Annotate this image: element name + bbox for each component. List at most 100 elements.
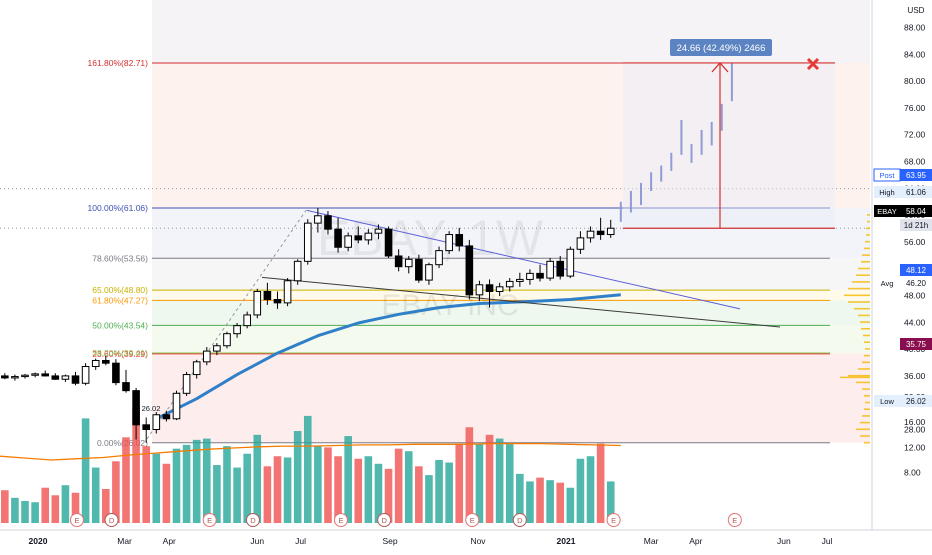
candle[interactable] (526, 272, 534, 280)
candle[interactable] (384, 228, 393, 257)
candle[interactable] (314, 215, 322, 224)
candle[interactable] (122, 382, 130, 392)
candle[interactable] (546, 260, 554, 279)
candle[interactable] (576, 237, 585, 250)
candle[interactable] (243, 314, 251, 327)
event-marker[interactable]: E (606, 513, 621, 527)
volume-bar (273, 456, 282, 523)
fib-label: 100.00%(61.06) (88, 203, 149, 213)
candle[interactable] (505, 280, 514, 288)
candle[interactable] (51, 375, 60, 380)
close-x-icon[interactable] (806, 57, 820, 71)
candle[interactable] (606, 227, 615, 236)
event-marker[interactable]: D (104, 513, 119, 527)
candle[interactable] (415, 258, 423, 281)
volume-profile (840, 214, 870, 444)
price-tag-bg (874, 277, 900, 289)
event-marker[interactable]: D (512, 513, 527, 527)
candle[interactable] (324, 215, 332, 230)
volume-bar (21, 500, 29, 523)
candle[interactable] (223, 333, 231, 347)
candle[interactable] (566, 248, 575, 277)
event-marker-circle (202, 513, 217, 527)
event-marker[interactable]: E (202, 513, 217, 527)
candle[interactable] (91, 359, 100, 368)
candle[interactable] (192, 361, 201, 376)
candle[interactable] (536, 272, 544, 279)
price-axis[interactable]: USD88.0084.0080.0076.0072.0068.0064.0060… (871, 0, 932, 530)
candle[interactable] (263, 290, 272, 301)
candle[interactable] (142, 424, 150, 431)
candle[interactable] (485, 284, 494, 292)
candle[interactable] (202, 350, 211, 363)
price-value: 26.02 (906, 397, 927, 406)
event-marker[interactable]: D (245, 513, 260, 527)
candle[interactable] (182, 374, 191, 394)
moving-average-line[interactable] (155, 293, 621, 421)
candle[interactable] (41, 373, 50, 377)
candle[interactable] (495, 286, 504, 292)
candle[interactable] (475, 284, 484, 296)
fib-anchor-line[interactable] (146, 208, 308, 440)
event-marker[interactable]: E (69, 513, 84, 527)
candle[interactable] (334, 228, 342, 248)
candle[interactable] (1, 375, 9, 379)
candle[interactable] (394, 255, 403, 268)
candle[interactable] (213, 345, 221, 352)
candle[interactable] (404, 258, 413, 268)
volume-bar (516, 473, 524, 523)
candle[interactable] (61, 375, 70, 380)
candle[interactable] (11, 376, 19, 379)
fib-retracement[interactable]: 0.00%(26.02)23.60%(39.29)38.20%(39.41)50… (88, 58, 831, 448)
candle[interactable] (435, 250, 443, 266)
upper-trendline[interactable] (306, 209, 741, 310)
candle[interactable] (21, 374, 29, 378)
event-marker[interactable]: E (465, 513, 480, 527)
volume-bar (606, 481, 615, 523)
volume-bar (142, 446, 150, 523)
candle[interactable] (162, 414, 171, 420)
candle[interactable] (344, 235, 352, 248)
candle[interactable] (233, 325, 241, 335)
candle[interactable] (596, 230, 605, 236)
volume-profile-bar (861, 328, 870, 330)
candle[interactable] (364, 232, 373, 241)
candle[interactable] (425, 264, 433, 281)
volume-bar (495, 438, 504, 523)
candle[interactable] (354, 235, 363, 241)
candle[interactable] (132, 390, 140, 426)
time-tick-label: Mar (644, 536, 659, 546)
candle[interactable] (102, 359, 110, 364)
candle[interactable] (112, 362, 120, 384)
candle[interactable] (303, 222, 312, 262)
candle[interactable] (152, 414, 161, 431)
lower-trendline[interactable] (261, 276, 781, 328)
candle[interactable] (455, 234, 464, 247)
price-tick-label: 68.00 (904, 157, 926, 167)
candle[interactable] (445, 234, 453, 252)
candle[interactable] (253, 290, 262, 316)
volume-bar (192, 439, 201, 523)
candle[interactable] (556, 260, 565, 277)
candle[interactable] (31, 373, 39, 376)
candle[interactable] (71, 375, 80, 384)
candle[interactable] (293, 260, 302, 282)
event-marker[interactable]: E (333, 513, 348, 527)
volume-profile-bar (844, 294, 870, 297)
fib-label: 65.00%(48.80) (92, 285, 148, 295)
projection[interactable] (619, 62, 835, 229)
candle[interactable] (172, 392, 181, 420)
candle[interactable] (273, 299, 282, 304)
volume-bar (485, 434, 494, 523)
candle[interactable] (374, 228, 383, 234)
candle[interactable] (516, 278, 524, 282)
time-axis[interactable]: 2020 Mar Apr Jun Jul Sep Nov 2021 Mar Apr Jun Jul (0, 529, 932, 550)
candle[interactable] (283, 280, 292, 304)
candle[interactable] (586, 230, 595, 239)
candle[interactable] (81, 366, 90, 384)
candle[interactable] (465, 245, 474, 296)
event-marker[interactable]: E (727, 513, 742, 527)
event-marker[interactable]: D (377, 513, 392, 527)
